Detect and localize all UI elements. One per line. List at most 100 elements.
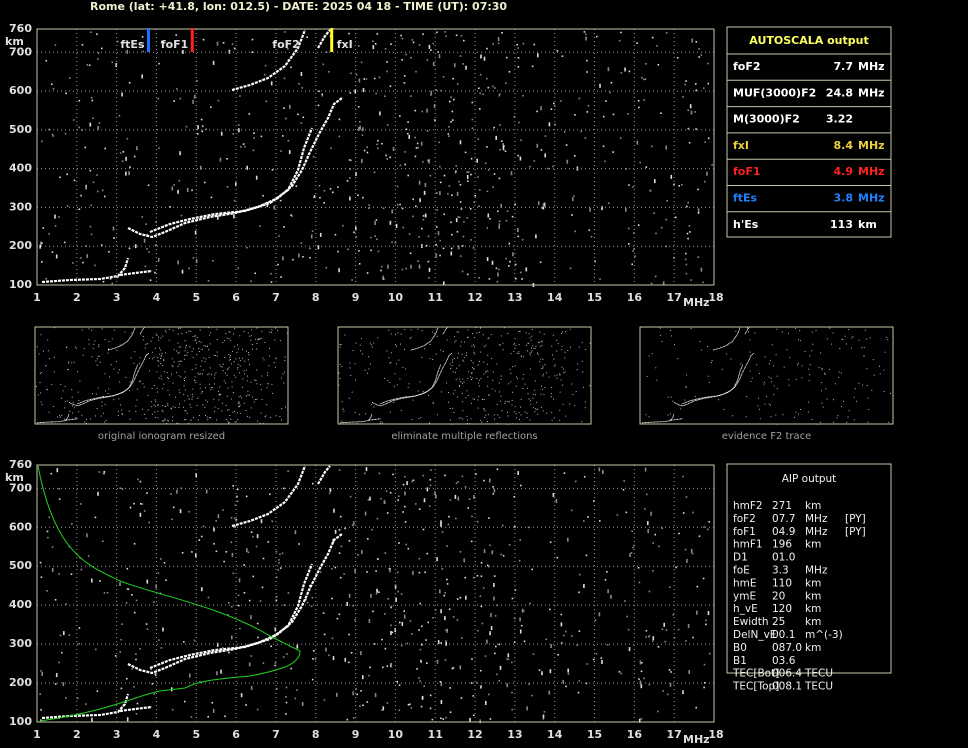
noise-dot xyxy=(466,273,469,276)
noise-dot xyxy=(163,562,166,564)
noise-dot xyxy=(74,407,76,409)
noise-dot xyxy=(502,524,504,527)
noise-dot xyxy=(483,399,485,400)
noise-dot xyxy=(409,337,411,339)
noise-dot xyxy=(39,373,41,374)
noise-dot xyxy=(107,352,109,354)
noise-dot xyxy=(155,221,157,223)
noise-dot xyxy=(640,718,643,720)
noise-dot xyxy=(510,171,513,176)
noise-dot xyxy=(149,370,150,372)
noise-dot xyxy=(513,343,515,345)
noise-dot xyxy=(230,398,232,400)
noise-dot xyxy=(455,517,457,520)
noise-dot xyxy=(543,711,546,713)
noise-dot xyxy=(91,329,93,331)
noise-dot xyxy=(496,404,498,405)
noise-dot xyxy=(378,76,381,79)
noise-dot xyxy=(740,363,742,365)
noise-dot xyxy=(94,415,96,417)
x-tick-label: 4 xyxy=(153,291,161,304)
noise-dot xyxy=(509,260,511,263)
noise-dot xyxy=(372,45,375,50)
noise-dot xyxy=(235,519,238,521)
noise-dot xyxy=(466,337,468,338)
noise-dot xyxy=(372,610,374,613)
noise-dot xyxy=(226,395,228,397)
x-tick-label: 10 xyxy=(388,291,404,304)
noise-dot xyxy=(498,220,501,222)
noise-dot xyxy=(361,159,363,163)
noise-dot xyxy=(599,83,601,88)
noise-dot xyxy=(185,410,187,412)
noise-dot xyxy=(372,40,374,42)
aip-cell: Ewidth xyxy=(733,616,769,628)
noise-dot xyxy=(669,586,671,588)
noise-dot xyxy=(630,552,633,554)
noise-dot xyxy=(259,225,261,227)
noise-dot xyxy=(39,561,42,564)
noise-dot xyxy=(564,371,566,373)
noise-dot xyxy=(238,406,240,408)
noise-dot xyxy=(411,633,413,635)
noise-dot xyxy=(323,202,325,204)
noise-dot xyxy=(152,337,154,339)
noise-dot xyxy=(480,605,483,608)
noise-dot xyxy=(841,338,843,340)
noise-dot xyxy=(361,550,363,554)
noise-dot xyxy=(665,245,668,248)
y-tick-label: 760 xyxy=(9,458,32,471)
noise-dot xyxy=(114,655,117,657)
noise-dot xyxy=(431,718,434,721)
noise-dot xyxy=(618,671,621,673)
noise-dot xyxy=(39,693,41,695)
noise-dot xyxy=(198,347,200,349)
noise-dot xyxy=(219,393,221,395)
noise-dot xyxy=(493,575,496,577)
aip-cell: hmF1 xyxy=(733,539,763,551)
aip-cell: km xyxy=(805,603,821,615)
noise-dot xyxy=(41,242,43,244)
noise-dot xyxy=(377,250,380,253)
noise-dot xyxy=(239,360,241,362)
noise-dot xyxy=(365,78,368,80)
noise-dot xyxy=(269,493,271,496)
noise-dot xyxy=(479,379,481,381)
noise-dot xyxy=(160,378,162,380)
noise-dot xyxy=(601,206,603,211)
thumb-caption: evidence F2 trace xyxy=(722,431,812,442)
noise-dot xyxy=(634,255,636,257)
noise-dot xyxy=(844,335,846,337)
noise-dot xyxy=(319,196,321,199)
noise-dot xyxy=(41,671,43,676)
noise-dot xyxy=(457,216,459,218)
noise-dot xyxy=(113,237,115,239)
noise-dot xyxy=(282,656,285,658)
noise-dot xyxy=(175,396,177,398)
noise-dot xyxy=(489,218,491,220)
noise-dot xyxy=(462,382,463,384)
noise-dot xyxy=(71,396,73,398)
noise-dot xyxy=(201,373,203,375)
noise-dot xyxy=(639,680,642,685)
noise-dot xyxy=(562,331,564,333)
noise-dot xyxy=(468,371,470,373)
noise-dot xyxy=(685,272,688,275)
noise-dot xyxy=(462,418,464,420)
noise-dot xyxy=(455,170,457,173)
noise-dot xyxy=(461,341,462,343)
noise-dot xyxy=(508,401,510,403)
noise-dot xyxy=(452,371,454,373)
noise-dot xyxy=(400,409,402,411)
noise-dot xyxy=(116,361,118,363)
noise-dot xyxy=(542,375,544,377)
noise-dot xyxy=(408,134,410,139)
noise-dot xyxy=(751,377,753,379)
noise-dot xyxy=(252,535,254,538)
noise-dot xyxy=(432,401,434,403)
noise-dot xyxy=(482,334,484,336)
noise-dot xyxy=(398,709,401,712)
noise-dot xyxy=(41,261,43,263)
noise-dot xyxy=(555,498,558,503)
noise-dot xyxy=(184,340,186,342)
